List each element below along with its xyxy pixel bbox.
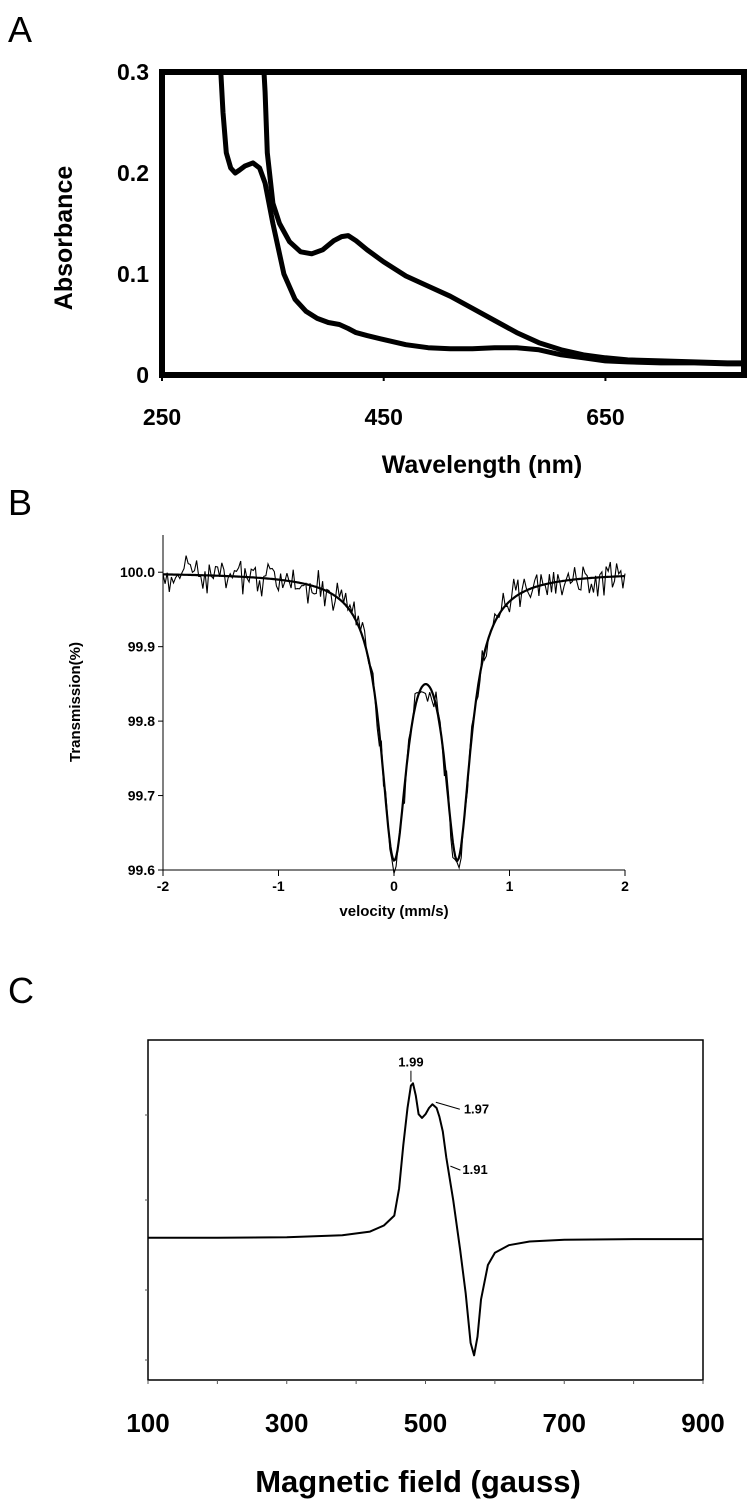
panel-b-ytick-label: 100.0 xyxy=(120,564,155,580)
panel-c-annotation-leader xyxy=(450,1165,461,1171)
panel-label-c: C xyxy=(8,970,34,1011)
panel-c-annotation-label: 1.91 xyxy=(462,1162,487,1177)
panel-c-xtick-label: 300 xyxy=(265,1408,308,1438)
panel-a-ytick-label: 0 xyxy=(136,362,149,388)
panel-c-xtick-label: 700 xyxy=(543,1408,586,1438)
panel-a-xlabel: Wavelength (nm) xyxy=(382,451,582,479)
panel-a-xtick-label: 450 xyxy=(365,404,403,430)
panel-a-series-2 xyxy=(261,72,744,366)
panel-a-ytick-label: 0.2 xyxy=(117,160,149,186)
panel-label-b: B xyxy=(8,482,32,523)
panel-b-ylabel: Transmission(%) xyxy=(67,642,84,762)
panel-b-xlabel: velocity (mm/s) xyxy=(339,903,448,920)
panel-c-annotation-leader xyxy=(435,1101,460,1110)
panel-c: 1.99 1.97 1.91 100 300 500 700 900 Magnetic fi… xyxy=(126,1039,725,1499)
panel-b-ytick-label: 99.7 xyxy=(128,788,155,804)
panel-a-ylabel: Absorbance xyxy=(50,166,78,311)
panel-b-xtick-label: 1 xyxy=(506,878,514,894)
panel-b-ytick-label: 99.6 xyxy=(128,862,155,878)
panel-a-ytick-label: 0.1 xyxy=(117,261,149,287)
panel-b: -2 -1 0 1 2 99.6 99.7 99.8 99.9 100.0 velocity (… xyxy=(67,535,629,920)
panel-c-xtick-label: 100 xyxy=(126,1408,169,1438)
panel-a: 250 450 650 0 0.1 0.2 0.3 Wavelength (nm) Abs… xyxy=(50,59,747,479)
panel-b-xtick-label: -2 xyxy=(157,878,170,894)
panel-c-xtick-label: 500 xyxy=(404,1408,447,1438)
panel-label-a: A xyxy=(8,9,32,50)
panel-b-xtick-label: -1 xyxy=(272,878,285,894)
panel-c-frame xyxy=(147,1039,704,1381)
panel-c-annotation-label: 1.97 xyxy=(464,1101,489,1116)
panel-c-xtick-label: 900 xyxy=(681,1408,724,1438)
panel-b-xtick-label: 0 xyxy=(390,878,398,894)
panel-b-ytick-label: 99.9 xyxy=(128,639,155,655)
panel-a-ytick-label: 0.3 xyxy=(117,59,149,85)
panel-c-spectrum xyxy=(148,1082,703,1357)
panel-c-annotation-label: 1.99 xyxy=(398,1055,423,1070)
panel-b-data-trace xyxy=(162,555,626,874)
panel-c-xlabel: Magnetic field (gauss) xyxy=(255,1464,581,1499)
panel-b-ytick-label: 99.8 xyxy=(128,713,155,729)
panel-b-fit-curve xyxy=(163,573,625,863)
panel-a-series-1 xyxy=(218,72,744,367)
panel-a-xtick-label: 250 xyxy=(143,404,181,430)
panel-b-xtick-label: 2 xyxy=(621,878,629,894)
panel-a-frame xyxy=(159,69,747,378)
panel-a-xtick-label: 650 xyxy=(586,404,624,430)
